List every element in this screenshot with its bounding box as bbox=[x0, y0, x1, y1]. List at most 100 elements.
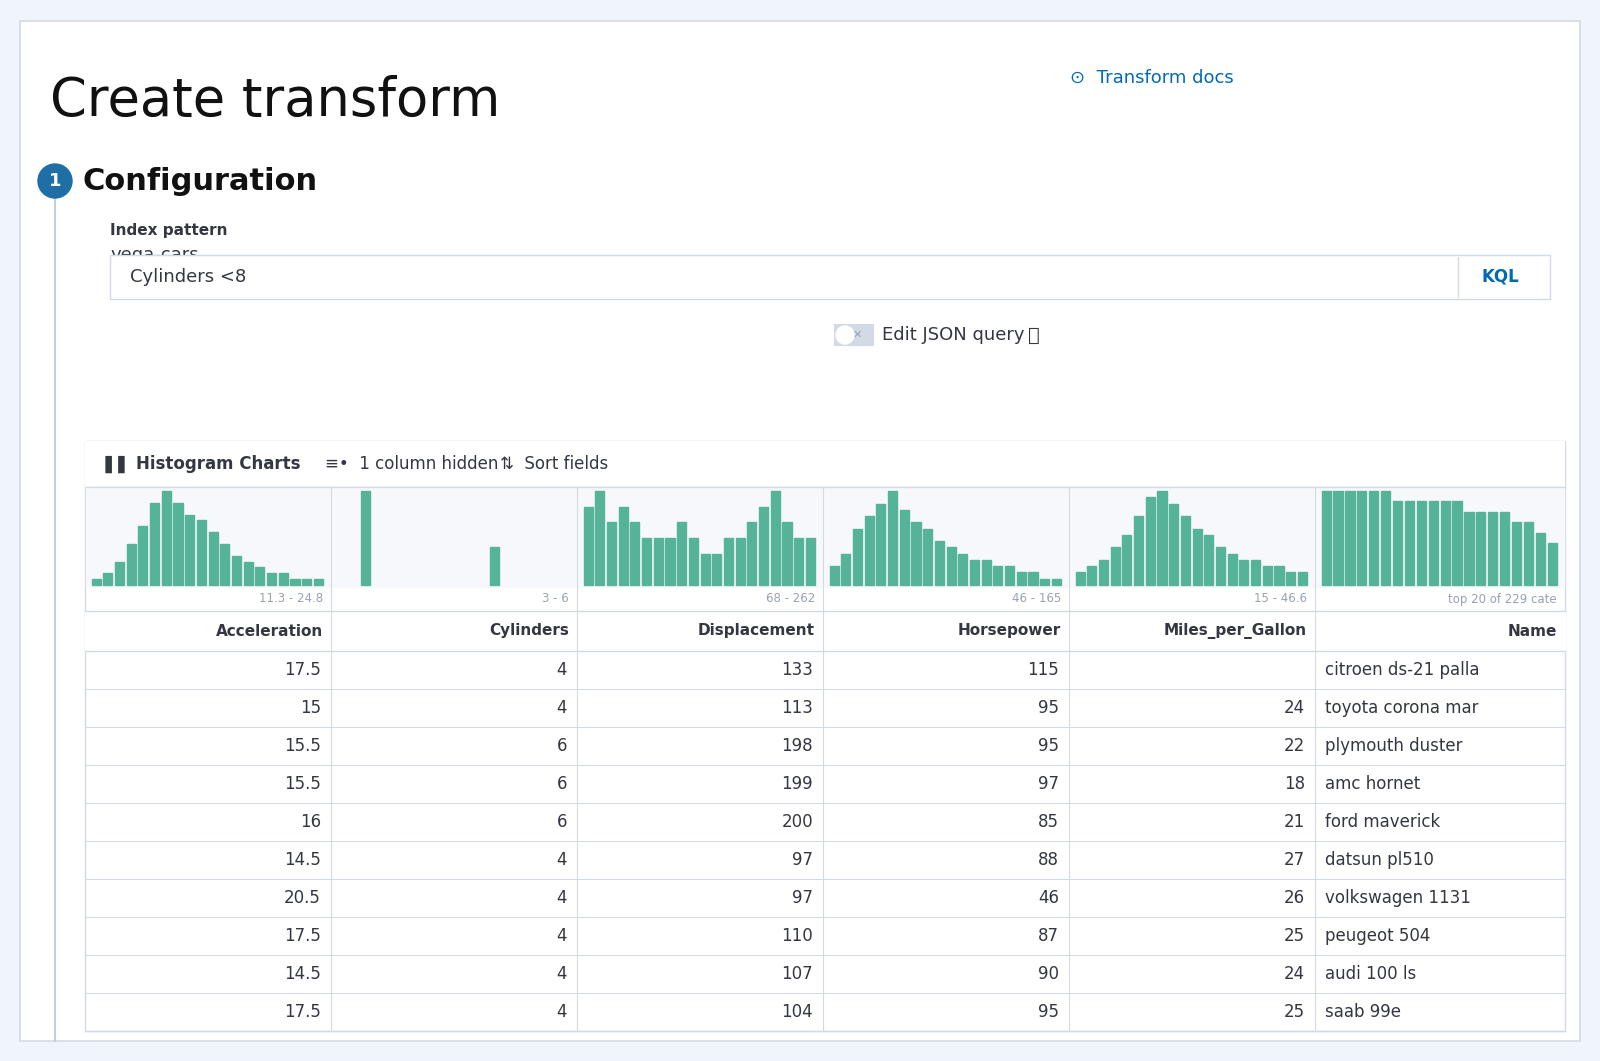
Text: 16: 16 bbox=[299, 813, 322, 831]
Bar bbox=[1192, 528, 1202, 585]
Text: Create transform: Create transform bbox=[50, 75, 501, 127]
Bar bbox=[1075, 573, 1085, 585]
Bar bbox=[584, 507, 592, 585]
Text: datsun pl510: datsun pl510 bbox=[1325, 851, 1434, 869]
Text: Miles_per_Gallon: Miles_per_Gallon bbox=[1163, 623, 1307, 639]
Text: Cylinders <8: Cylinders <8 bbox=[130, 268, 246, 286]
Bar bbox=[912, 522, 920, 585]
Bar bbox=[85, 611, 1565, 651]
Bar bbox=[842, 554, 850, 585]
Bar bbox=[701, 554, 710, 585]
Bar bbox=[1488, 511, 1498, 585]
Text: ⊙  Transform docs: ⊙ Transform docs bbox=[1070, 69, 1234, 87]
Text: Horsepower: Horsepower bbox=[958, 624, 1061, 639]
Text: 95: 95 bbox=[1038, 1003, 1059, 1021]
Bar bbox=[677, 522, 686, 585]
Bar bbox=[606, 522, 616, 585]
Bar bbox=[1070, 487, 1314, 587]
Bar bbox=[221, 544, 229, 585]
Text: 95: 95 bbox=[1038, 699, 1059, 717]
Bar bbox=[1029, 573, 1037, 585]
Text: 24: 24 bbox=[1283, 966, 1306, 982]
Text: Index pattern: Index pattern bbox=[110, 223, 227, 238]
Text: 26: 26 bbox=[1283, 889, 1306, 907]
Text: 198: 198 bbox=[781, 737, 813, 755]
Bar bbox=[1477, 511, 1485, 585]
Bar bbox=[824, 487, 1069, 587]
Text: citroen ds-21 palla: citroen ds-21 palla bbox=[1325, 661, 1480, 679]
Text: 87: 87 bbox=[1038, 927, 1059, 945]
Bar bbox=[1346, 491, 1355, 585]
Bar bbox=[1357, 491, 1366, 585]
Bar bbox=[853, 528, 862, 585]
Bar bbox=[1405, 502, 1414, 585]
Text: 15 - 46.6: 15 - 46.6 bbox=[1254, 592, 1307, 606]
Bar bbox=[1512, 522, 1522, 585]
Bar bbox=[1394, 502, 1402, 585]
Bar bbox=[1523, 522, 1533, 585]
Bar bbox=[162, 491, 171, 585]
Text: 4: 4 bbox=[557, 889, 566, 907]
Bar bbox=[1181, 516, 1190, 585]
Circle shape bbox=[38, 164, 72, 198]
Text: Acceleration: Acceleration bbox=[216, 624, 323, 639]
Text: ≡•  1 column hidden: ≡• 1 column hidden bbox=[325, 455, 498, 473]
FancyBboxPatch shape bbox=[19, 21, 1581, 1041]
Bar bbox=[1157, 491, 1166, 585]
Bar bbox=[712, 554, 722, 585]
Text: vega-cars: vega-cars bbox=[110, 246, 198, 264]
Text: 6: 6 bbox=[557, 775, 566, 793]
Text: audi 100 ls: audi 100 ls bbox=[1325, 966, 1416, 982]
Text: 104: 104 bbox=[781, 1003, 813, 1021]
Bar bbox=[1429, 502, 1438, 585]
Text: 17.5: 17.5 bbox=[285, 1003, 322, 1021]
Bar bbox=[1110, 547, 1120, 585]
Text: 15.5: 15.5 bbox=[285, 775, 322, 793]
Text: 4: 4 bbox=[557, 927, 566, 945]
Text: 90: 90 bbox=[1038, 966, 1059, 982]
Text: 85: 85 bbox=[1038, 813, 1059, 831]
Text: 4: 4 bbox=[557, 699, 566, 717]
Text: 97: 97 bbox=[1038, 775, 1059, 793]
Text: 3 - 6: 3 - 6 bbox=[542, 592, 570, 606]
Bar bbox=[256, 568, 264, 585]
Bar bbox=[1088, 567, 1096, 585]
Bar bbox=[982, 560, 990, 585]
Bar bbox=[1040, 578, 1050, 585]
Text: volkswagen 1131: volkswagen 1131 bbox=[1325, 889, 1470, 907]
Bar bbox=[102, 573, 112, 585]
Bar bbox=[1170, 504, 1178, 585]
Bar bbox=[291, 579, 299, 585]
Text: peugeot 504: peugeot 504 bbox=[1325, 927, 1430, 945]
Bar bbox=[86, 487, 330, 587]
Bar bbox=[1440, 502, 1450, 585]
Text: 115: 115 bbox=[1027, 661, 1059, 679]
Bar bbox=[115, 561, 125, 585]
Bar bbox=[642, 538, 651, 585]
Text: saab 99e: saab 99e bbox=[1325, 1003, 1402, 1021]
Bar bbox=[126, 544, 136, 585]
Bar bbox=[1298, 573, 1307, 585]
Bar bbox=[333, 487, 576, 587]
Text: 11.3 - 24.8: 11.3 - 24.8 bbox=[259, 592, 323, 606]
Text: top 20 of 229 cate: top 20 of 229 cate bbox=[1448, 592, 1557, 606]
Text: 4: 4 bbox=[557, 966, 566, 982]
Bar bbox=[923, 528, 933, 585]
Bar bbox=[688, 538, 698, 585]
Text: Displacement: Displacement bbox=[698, 624, 814, 639]
Bar bbox=[1005, 567, 1014, 585]
FancyBboxPatch shape bbox=[85, 441, 1565, 1031]
Bar bbox=[1536, 533, 1546, 585]
Bar bbox=[829, 567, 838, 585]
Text: 20.5: 20.5 bbox=[285, 889, 322, 907]
Bar bbox=[1134, 516, 1142, 585]
Bar bbox=[723, 538, 733, 585]
Text: 6: 6 bbox=[557, 737, 566, 755]
Text: 4: 4 bbox=[557, 661, 566, 679]
Text: 97: 97 bbox=[792, 889, 813, 907]
Bar bbox=[314, 579, 323, 585]
Bar bbox=[1016, 573, 1026, 585]
Text: ⧉: ⧉ bbox=[1027, 326, 1040, 345]
Text: 14.5: 14.5 bbox=[285, 966, 322, 982]
Bar bbox=[1227, 554, 1237, 585]
